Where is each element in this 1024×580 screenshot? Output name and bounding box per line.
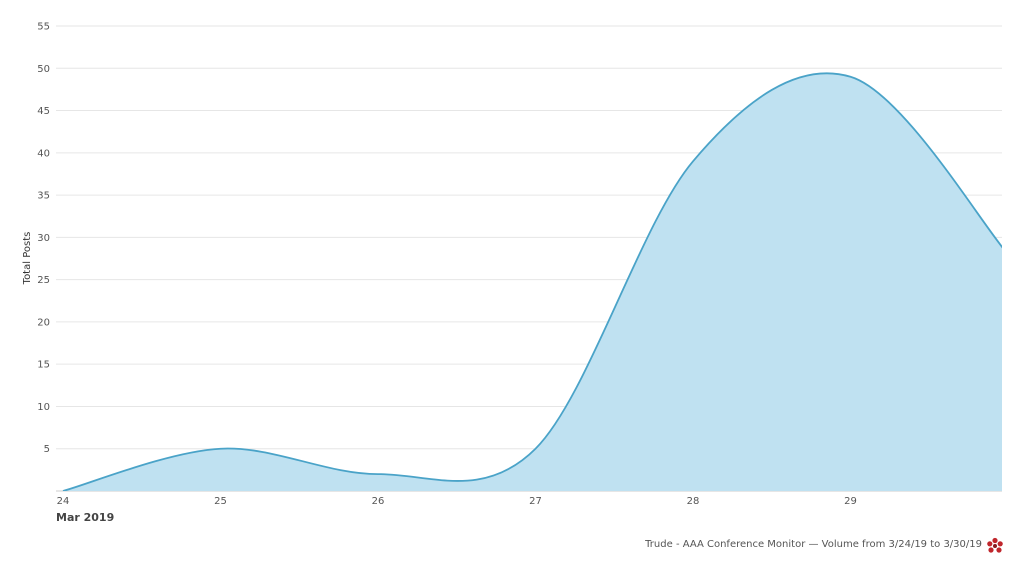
y-tick-label: 25: [37, 275, 50, 286]
area-series: [62, 72, 1002, 491]
brand-flower-icon: [987, 537, 1003, 553]
y-tick-label: 30: [37, 233, 50, 244]
y-tick-label: 5: [44, 444, 50, 455]
x-axis-ticks: 24 25 26 27 28 29: [57, 496, 857, 507]
x-tick-label: 28: [687, 496, 700, 507]
x-tick-label: 29: [844, 496, 857, 507]
x-tick-label: 24: [57, 496, 70, 507]
y-axis-ticks: 5 10 15 20 25 30 35 40 45 50 55: [37, 22, 50, 456]
footer-caption: Trude - AAA Conference Monitor — Volume …: [645, 539, 982, 550]
x-tick-label: 25: [214, 496, 227, 507]
x-tick-label: 27: [529, 496, 542, 507]
y-tick-label: 55: [37, 22, 50, 33]
x-tick-label: 26: [372, 496, 385, 507]
y-tick-label: 15: [37, 360, 50, 371]
series-line: [62, 72, 1002, 491]
y-tick-label: 35: [37, 191, 50, 202]
y-tick-label: 10: [37, 402, 50, 413]
y-tick-label: 40: [37, 148, 50, 159]
y-tick-label: 20: [37, 317, 50, 328]
area-fill: [63, 73, 1002, 491]
y-tick-label: 50: [37, 64, 50, 75]
x-axis-title: Mar 2019: [56, 511, 114, 524]
y-axis-title: Total Posts: [22, 232, 33, 286]
y-tick-label: 45: [37, 106, 50, 117]
